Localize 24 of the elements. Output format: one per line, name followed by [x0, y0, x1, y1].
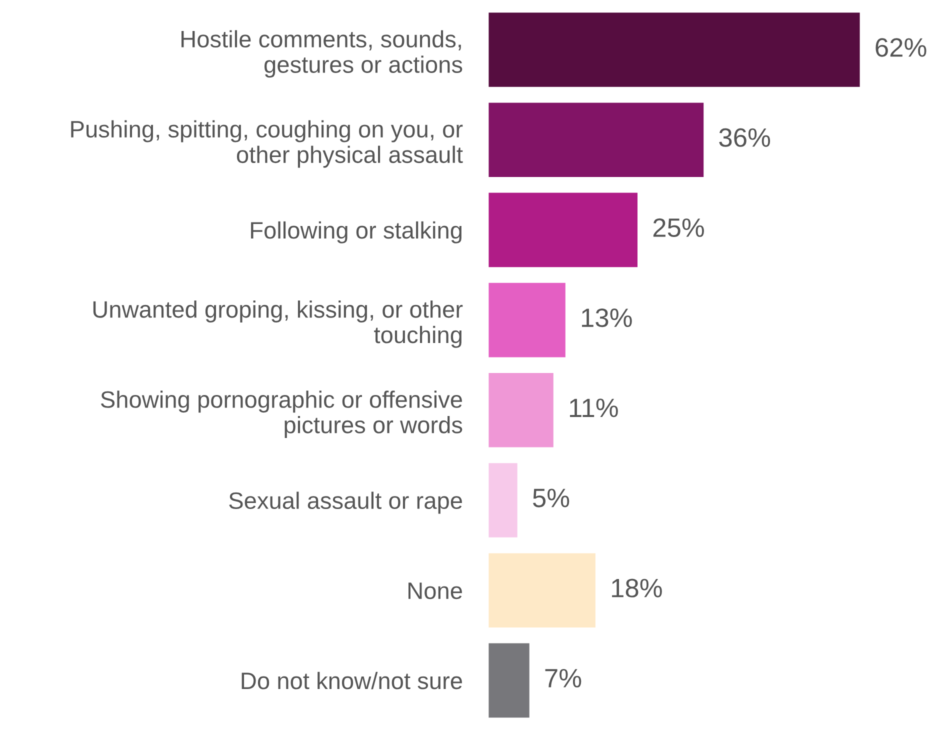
y-tick-label: Following or stalking: [251, 221, 462, 244]
data-label: 36%: [719, 128, 770, 147]
data-label: 25%: [653, 218, 704, 238]
bar: [488, 462, 519, 539]
y-tick-label: Hostile comments, sounds, gestures or actions: [182, 30, 462, 78]
data-label: 7%: [545, 668, 582, 688]
bar: [488, 11, 862, 88]
y-tick-label: Do not know/not sure: [242, 672, 462, 690]
y-tick-label: Unwanted groping, kissing, or other touching: [93, 300, 463, 348]
bar: [488, 101, 705, 178]
bar: [488, 642, 531, 719]
data-label: 13%: [582, 308, 632, 328]
bar: [488, 282, 567, 359]
y-tick-label: Showing pornographic or offensive pictures or words: [100, 390, 462, 438]
bar: [488, 552, 597, 629]
data-label: 11%: [570, 398, 618, 418]
data-label: 5%: [532, 488, 570, 508]
y-tick-label: Pushing, spitting, coughing on you, or other physical assault: [71, 120, 463, 168]
y-tick-label: Sexual assault or rape: [229, 492, 462, 514]
bar: [488, 191, 639, 268]
bar: [488, 372, 555, 449]
data-label: 18%: [612, 578, 662, 598]
data-label: 62%: [876, 38, 926, 57]
y-tick-label: None: [408, 582, 462, 600]
